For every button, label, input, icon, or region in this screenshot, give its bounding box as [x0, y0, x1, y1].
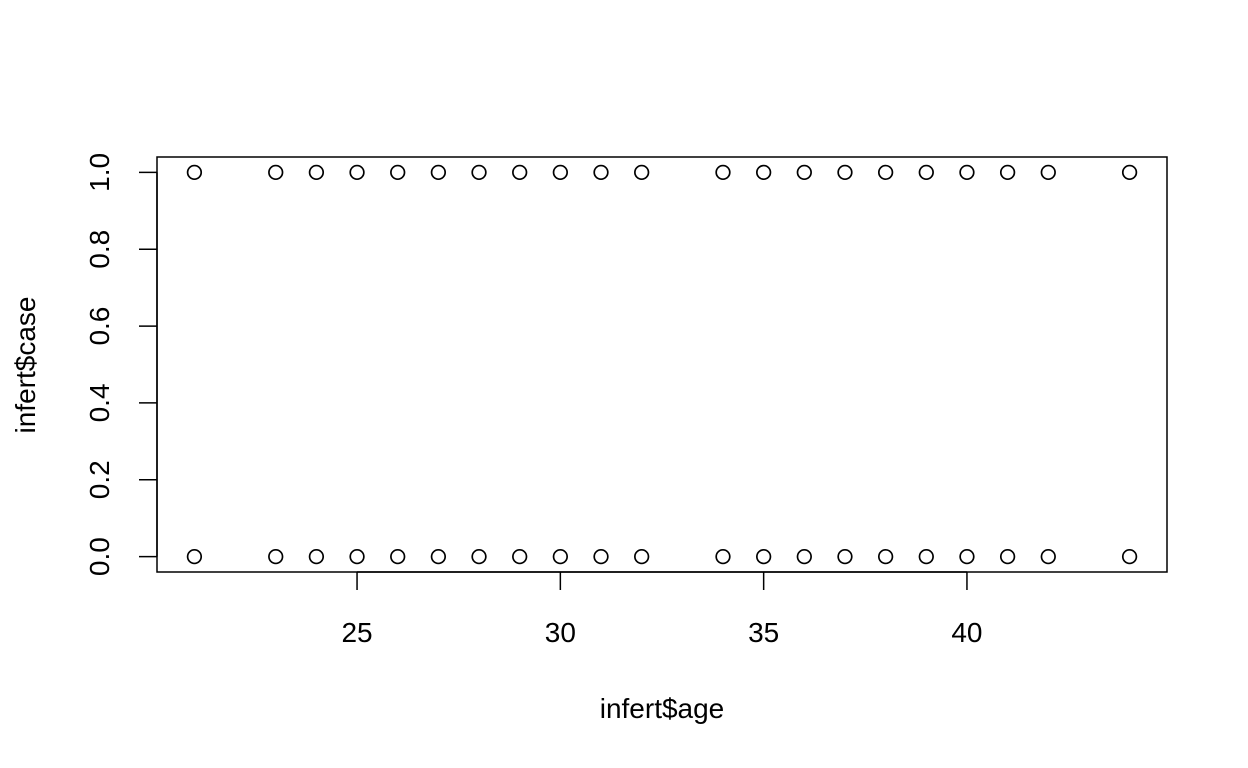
- y-tick-label: 1.0: [84, 153, 115, 192]
- data-point: [390, 548, 406, 565]
- data-point: [1040, 548, 1056, 565]
- data-point: [471, 548, 487, 565]
- data-point: [1121, 548, 1138, 565]
- data-point: [796, 164, 812, 181]
- x-tick-label: 30: [545, 617, 576, 648]
- data-point: [918, 164, 934, 181]
- data-point: [715, 548, 731, 565]
- data-point: [715, 164, 731, 181]
- plot-frame: [156, 156, 1168, 573]
- data-point: [1121, 164, 1138, 181]
- data-point: [471, 164, 487, 181]
- data-point: [999, 548, 1016, 565]
- x-axis: 25 30 35 40: [341, 571, 983, 648]
- y-axis: 0.0 0.2 0.4 0.6 0.8 1.0: [84, 153, 158, 576]
- data-point: [959, 548, 975, 565]
- y-tick-label: 0.0: [84, 537, 115, 576]
- data-point: [634, 548, 650, 565]
- data-point: [552, 548, 568, 565]
- x-tick-label: 40: [951, 617, 982, 648]
- data-point: [512, 548, 528, 565]
- data-point: [308, 548, 325, 565]
- data-point: [918, 548, 934, 565]
- data-point: [1040, 164, 1056, 181]
- data-point: [999, 164, 1016, 181]
- data-point: [634, 164, 650, 181]
- data-point: [552, 164, 568, 181]
- data-point: [186, 164, 203, 181]
- y-tick-label: 0.8: [84, 230, 115, 269]
- y-tick-label: 0.6: [84, 307, 115, 346]
- data-point: [390, 164, 406, 181]
- data-point: [308, 164, 325, 181]
- data-point: [268, 164, 284, 181]
- data-point: [796, 548, 812, 565]
- y-tick-label: 0.2: [84, 460, 115, 499]
- x-tick-label: 35: [748, 617, 779, 648]
- data-point: [430, 548, 447, 565]
- data-point: [430, 164, 447, 181]
- data-point: [837, 164, 853, 181]
- data-point: [877, 164, 894, 181]
- y-axis-label: infert$case: [10, 297, 41, 434]
- data-point: [756, 548, 772, 565]
- x-tick-label: 25: [341, 617, 372, 648]
- data-point: [837, 548, 853, 565]
- data-point: [593, 164, 609, 181]
- data-point: [349, 548, 365, 565]
- data-point: [512, 164, 528, 181]
- data-point: [349, 164, 365, 181]
- data-point: [877, 548, 894, 565]
- data-point: [756, 164, 772, 181]
- y-tick-label: 0.4: [84, 383, 115, 422]
- x-axis-label: infert$age: [600, 693, 725, 724]
- data-point: [186, 548, 203, 565]
- data-point: [959, 164, 975, 181]
- data-points: [186, 164, 1138, 565]
- data-point: [593, 548, 609, 565]
- data-point: [268, 548, 284, 565]
